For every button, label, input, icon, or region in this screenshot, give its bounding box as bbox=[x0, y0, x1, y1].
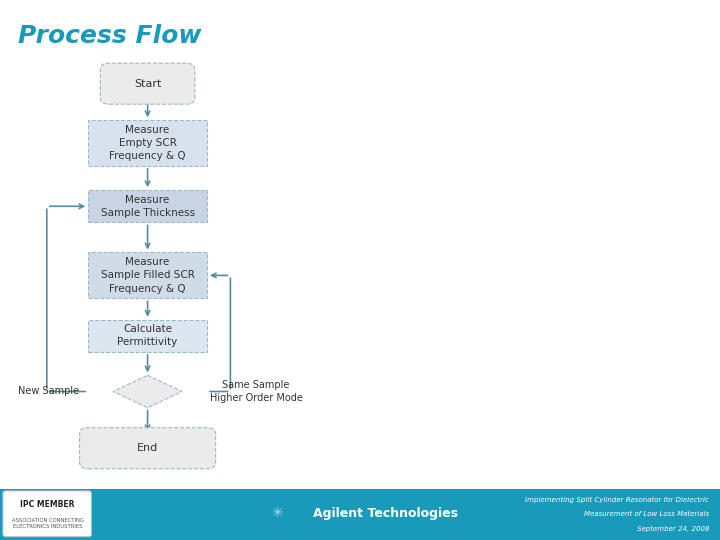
Text: IPC MEMBER: IPC MEMBER bbox=[20, 500, 75, 509]
Text: Measure
Sample Thickness: Measure Sample Thickness bbox=[101, 195, 194, 218]
FancyBboxPatch shape bbox=[88, 190, 207, 222]
Text: September 24, 2008: September 24, 2008 bbox=[636, 525, 709, 532]
Text: Agilent Technologies: Agilent Technologies bbox=[313, 507, 458, 520]
FancyBboxPatch shape bbox=[100, 63, 195, 104]
Bar bbox=[0, 489, 720, 540]
Bar bbox=[317, 0, 720, 489]
Text: Measurement of Low Loss Materials: Measurement of Low Loss Materials bbox=[584, 511, 709, 517]
Text: Start: Start bbox=[134, 79, 161, 89]
Text: Calculate
Permittivity: Calculate Permittivity bbox=[117, 325, 178, 347]
Text: Same Sample
Higher Order Mode: Same Sample Higher Order Mode bbox=[210, 380, 302, 403]
Text: Implementing Split Cylinder Resonator for Dielectric: Implementing Split Cylinder Resonator fo… bbox=[526, 497, 709, 503]
FancyBboxPatch shape bbox=[79, 428, 216, 469]
Text: Process Flow: Process Flow bbox=[18, 24, 202, 48]
Polygon shape bbox=[113, 375, 182, 408]
FancyBboxPatch shape bbox=[3, 491, 91, 537]
Text: Measure
Empty SCR
Frequency & Q: Measure Empty SCR Frequency & Q bbox=[109, 125, 186, 161]
Text: New Sample: New Sample bbox=[18, 387, 79, 396]
Text: ASSOCIATION CONNECTING
ELECTRONICS INDUSTRIES: ASSOCIATION CONNECTING ELECTRONICS INDUS… bbox=[12, 518, 84, 529]
FancyBboxPatch shape bbox=[88, 120, 207, 166]
FancyBboxPatch shape bbox=[88, 252, 207, 298]
FancyBboxPatch shape bbox=[88, 320, 207, 352]
Text: ✳: ✳ bbox=[271, 507, 283, 521]
Text: Measure
Sample Filled SCR
Frequency & Q: Measure Sample Filled SCR Frequency & Q bbox=[101, 257, 194, 294]
Text: End: End bbox=[137, 443, 158, 453]
